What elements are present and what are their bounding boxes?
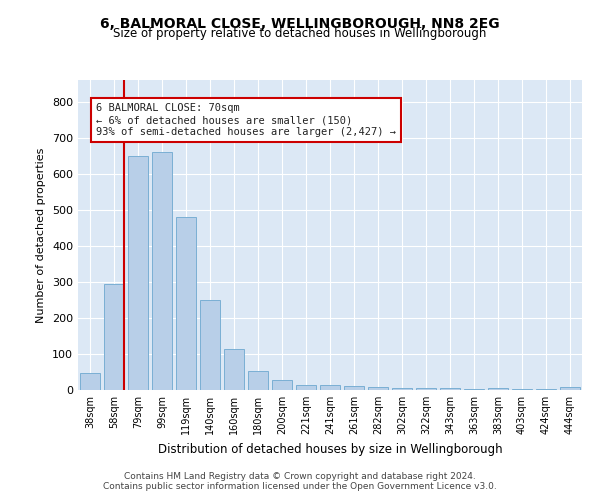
Text: Contains public sector information licensed under the Open Government Licence v3: Contains public sector information licen… [103, 482, 497, 491]
Bar [200, 300, 220, 390]
Bar [248, 372, 268, 390]
Bar [464, 389, 484, 390]
Bar [344, 386, 364, 390]
Bar [560, 387, 580, 390]
Bar [128, 156, 148, 390]
Bar [416, 388, 436, 390]
Text: 6, BALMORAL CLOSE, WELLINGBOROUGH, NN8 2EG: 6, BALMORAL CLOSE, WELLINGBOROUGH, NN8 2… [100, 18, 500, 32]
Bar [368, 387, 388, 390]
Text: Size of property relative to detached houses in Wellingborough: Size of property relative to detached ho… [113, 28, 487, 40]
Bar [176, 217, 196, 390]
Bar [536, 389, 556, 390]
Bar [224, 348, 244, 390]
Bar [488, 388, 508, 390]
Text: Contains HM Land Registry data © Crown copyright and database right 2024.: Contains HM Land Registry data © Crown c… [124, 472, 476, 481]
Bar [104, 284, 124, 390]
Bar [512, 389, 532, 390]
Text: 6 BALMORAL CLOSE: 70sqm
← 6% of detached houses are smaller (150)
93% of semi-de: 6 BALMORAL CLOSE: 70sqm ← 6% of detached… [96, 104, 396, 136]
Bar [152, 152, 172, 390]
X-axis label: Distribution of detached houses by size in Wellingborough: Distribution of detached houses by size … [158, 442, 502, 456]
Bar [272, 380, 292, 390]
Bar [320, 384, 340, 390]
Bar [80, 373, 100, 390]
Bar [440, 388, 460, 390]
Y-axis label: Number of detached properties: Number of detached properties [37, 148, 46, 322]
Bar [296, 384, 316, 390]
Bar [392, 388, 412, 390]
